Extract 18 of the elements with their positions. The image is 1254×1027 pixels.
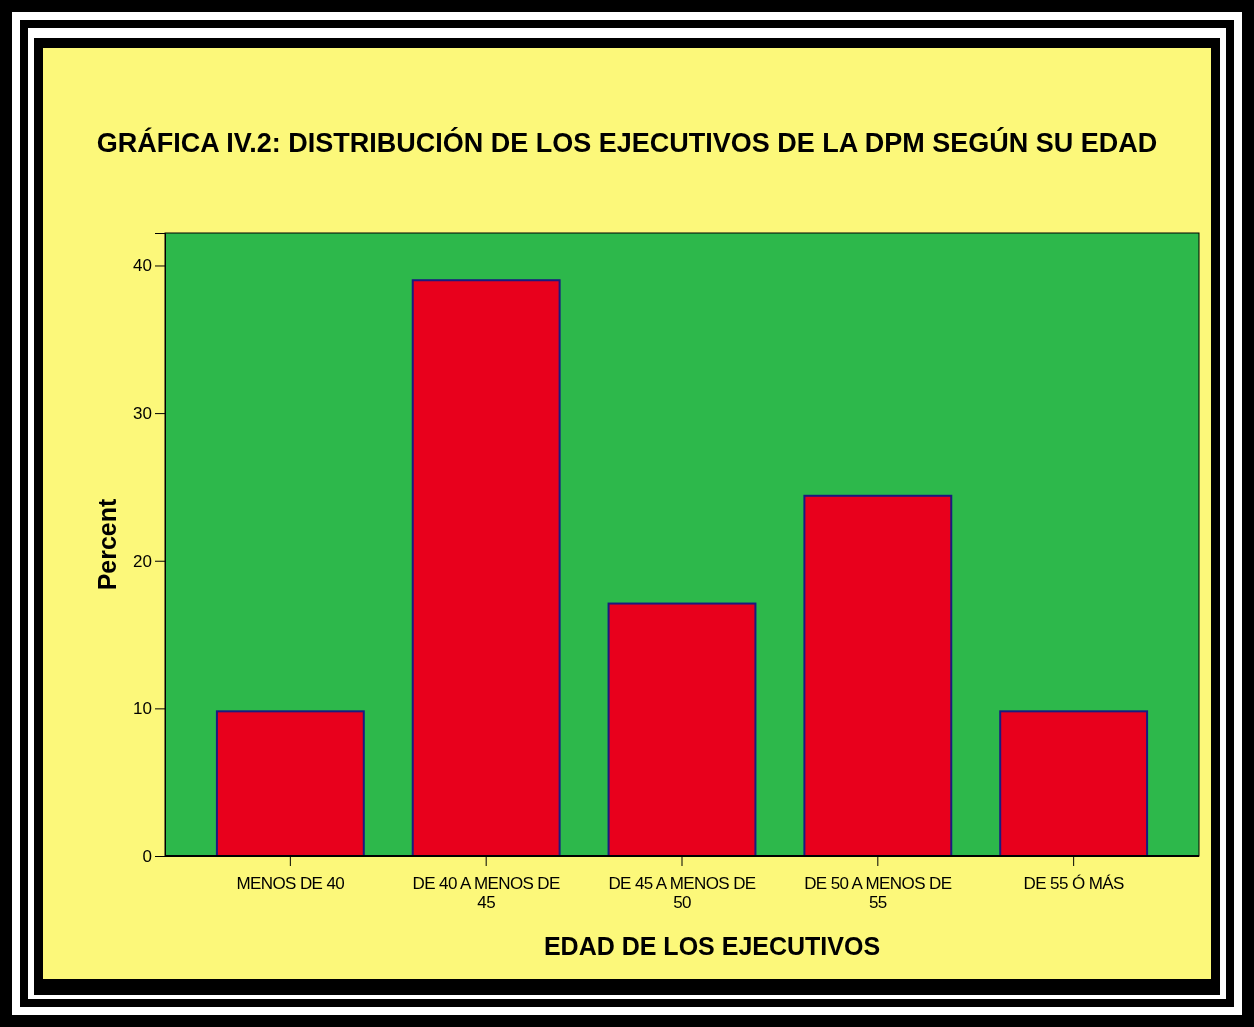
x-tick-label: DE 45 A MENOS DE 50 bbox=[608, 874, 756, 912]
bar bbox=[215, 710, 365, 857]
y-tick-label: 10 bbox=[133, 699, 152, 719]
y-tick-label: 30 bbox=[133, 404, 152, 424]
bar bbox=[607, 602, 757, 857]
bar bbox=[411, 279, 561, 857]
chart-title: GRÁFICA IV.2: DISTRIBUCIÓN DE LOS EJECUTIVOS DE LA DPM SEGÚN SU EDAD bbox=[96, 127, 1158, 158]
x-tick-label: MENOS DE 40 bbox=[236, 874, 345, 893]
x-tick-label: DE 55 Ó MÁS bbox=[1023, 874, 1124, 893]
x-tick-label: DE 40 A MENOS DE 45 bbox=[412, 874, 561, 912]
bar bbox=[803, 494, 953, 857]
y-tick-label: 0 bbox=[142, 846, 152, 866]
y-axis-title: Percent bbox=[93, 497, 121, 591]
bar bbox=[999, 710, 1149, 857]
x-tick-label: DE 50 A MENOS DE 55 bbox=[804, 874, 952, 912]
y-tick-label: 20 bbox=[133, 551, 152, 571]
x-axis-title: EDAD DE LOS EJECUTIVOS bbox=[543, 932, 881, 960]
y-tick-label: 40 bbox=[133, 256, 152, 276]
